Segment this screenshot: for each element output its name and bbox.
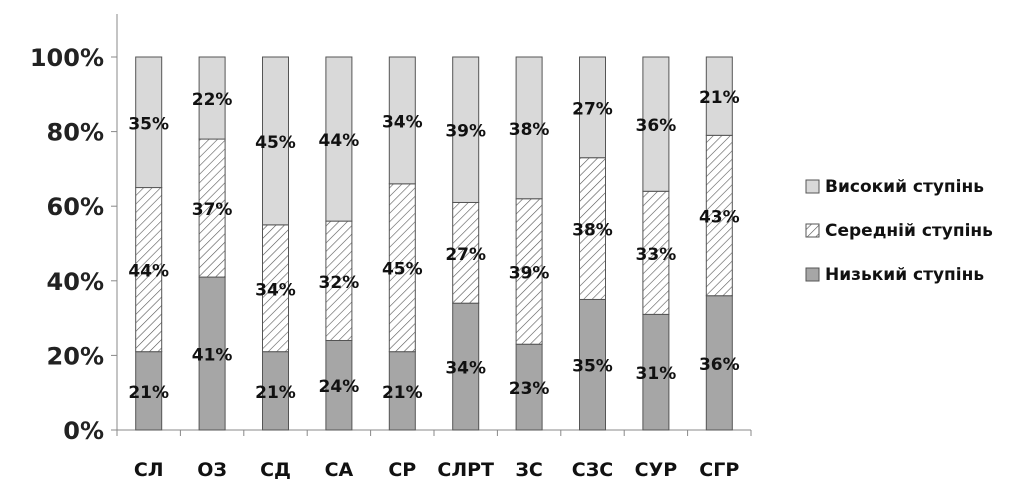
- bar-segment: [515, 198, 543, 345]
- legend-swatch: [805, 267, 820, 282]
- bar-segment: [642, 56, 670, 192]
- bar-segment: [642, 190, 670, 315]
- data-label: 21%: [699, 88, 740, 108]
- x-category-label: СД: [260, 459, 291, 481]
- bar-segment: [262, 56, 289, 226]
- data-label: 21%: [128, 383, 169, 403]
- data-label: 31%: [636, 364, 677, 384]
- bar-segment: [325, 220, 353, 341]
- data-label: 33%: [636, 245, 677, 265]
- data-label: 22%: [192, 90, 233, 110]
- bar-segment: [325, 339, 353, 431]
- data-label: 45%: [255, 133, 296, 153]
- data-label: 27%: [572, 99, 613, 119]
- bar-segment: [262, 351, 289, 431]
- bar-segment: [705, 56, 733, 136]
- data-label: 21%: [255, 383, 296, 403]
- y-tick-label: 100%: [30, 44, 104, 72]
- data-label: 39%: [509, 263, 550, 283]
- data-label: 38%: [572, 221, 613, 241]
- data-label: 38%: [509, 120, 550, 140]
- bar-segment: [515, 56, 543, 200]
- legend: Високий ступінь Середній ступінь Низький с…: [805, 177, 993, 285]
- bar-segment: [325, 56, 353, 222]
- x-category-label: СЛРТ: [437, 459, 494, 481]
- y-tick-label: 60%: [47, 193, 104, 221]
- bar-segment: [198, 138, 226, 278]
- data-label: 23%: [509, 379, 550, 399]
- legend-swatch: [805, 223, 820, 238]
- x-category-label: СА: [325, 459, 354, 481]
- y-tick-label: 80%: [47, 119, 104, 147]
- data-label: 37%: [192, 200, 233, 220]
- bar-segment: [452, 302, 480, 431]
- bar-segment: [642, 313, 670, 431]
- x-category-label: ЗС: [515, 459, 542, 481]
- bar-segment: [579, 157, 606, 300]
- data-label: 44%: [319, 131, 360, 151]
- bar-segment: [135, 187, 163, 353]
- data-label: 36%: [636, 116, 677, 136]
- data-label: 34%: [445, 359, 486, 379]
- x-category-label: СР: [388, 459, 416, 481]
- data-label: 32%: [319, 273, 360, 293]
- bar-segment: [198, 56, 226, 140]
- legend-label: Високий ступінь: [825, 177, 984, 197]
- x-category-label: СУР: [635, 459, 678, 481]
- x-category-label: СЛ: [134, 459, 164, 481]
- data-label: 44%: [128, 262, 169, 282]
- bar-segment: [388, 183, 416, 353]
- y-tick-label: 0%: [63, 417, 104, 445]
- y-tick-label: 20%: [47, 342, 104, 370]
- bar-segment: [262, 224, 289, 353]
- plot-area: 0% 20% 40% 60% 80% 100% СЛ ОЗ СД СА СР СЛРТ ЗС СЗС СУР…: [30, 14, 752, 481]
- data-label: 35%: [572, 357, 613, 377]
- data-label: 34%: [382, 112, 423, 132]
- bar-segment: [198, 276, 226, 431]
- bar-segment: [579, 56, 606, 159]
- data-label: 45%: [382, 260, 423, 280]
- bar-segment: [515, 343, 543, 431]
- y-tick-label: 40%: [47, 268, 104, 296]
- data-label: 21%: [382, 383, 423, 403]
- data-label: 24%: [319, 377, 360, 397]
- data-label: 36%: [699, 355, 740, 375]
- x-category-label: СГР: [699, 459, 739, 481]
- data-label: 35%: [128, 114, 169, 134]
- data-label: 27%: [445, 245, 486, 265]
- x-category-label: СЗС: [572, 459, 613, 481]
- legend-swatch: [805, 179, 820, 194]
- bar-segment: [388, 56, 416, 185]
- bar-segment: [135, 56, 163, 189]
- legend-label: Середній ступінь: [825, 221, 993, 241]
- data-label: 41%: [192, 346, 233, 366]
- data-label: 39%: [445, 122, 486, 142]
- legend-label: Низький ступінь: [825, 265, 984, 285]
- bar-segment: [579, 298, 606, 431]
- x-category-label: ОЗ: [197, 459, 227, 481]
- bar-segment: [452, 56, 480, 203]
- bar-segment: [705, 134, 733, 297]
- bar-segment: [705, 295, 733, 431]
- data-label: 43%: [699, 208, 740, 228]
- data-label: 34%: [255, 280, 296, 300]
- bar-segment: [388, 351, 416, 431]
